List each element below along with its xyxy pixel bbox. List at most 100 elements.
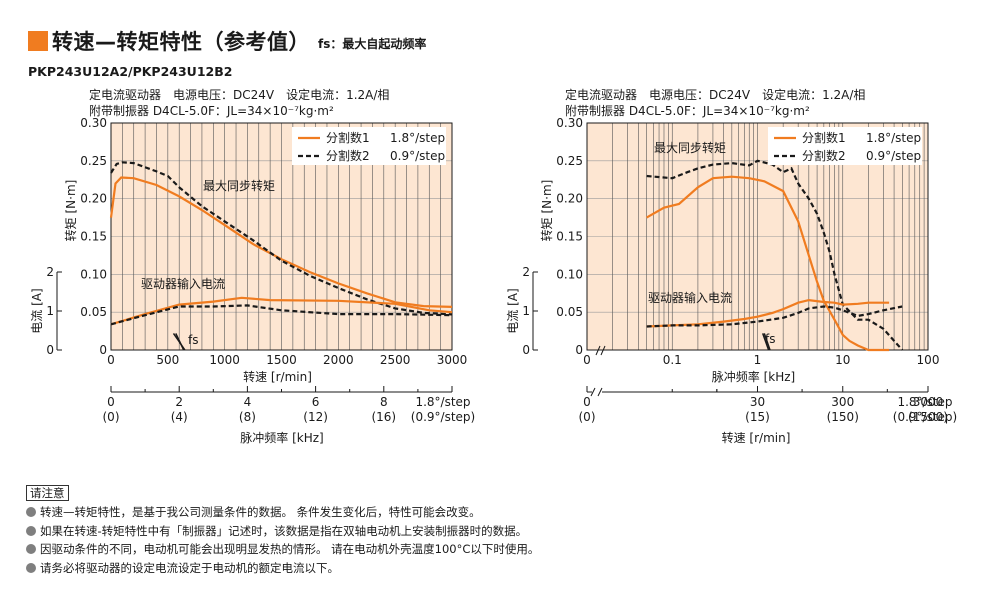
chart1-y-tick-label: 0 bbox=[99, 343, 107, 357]
chart1-x-tick-label: 2500 bbox=[380, 353, 411, 367]
chart2-speed-tick-label-2: (0) bbox=[579, 410, 596, 424]
chart1-y-tick-label: 0.25 bbox=[80, 154, 107, 168]
chart1-y2-label: 电流 [A] bbox=[30, 288, 44, 333]
chart1-freq-label: 脉冲频率 [kHz] bbox=[240, 430, 323, 445]
chart1-freq-tick-label: 8 bbox=[380, 395, 388, 409]
chart2-series-line-current bbox=[646, 298, 890, 328]
chart2-speed-tick-label: 3000 bbox=[913, 395, 944, 409]
notes-title: 请注意 bbox=[26, 485, 69, 501]
chart1-y-tick-label: 0.15 bbox=[80, 230, 107, 244]
bullet-icon bbox=[26, 507, 36, 517]
page-title: 转速—转矩特性（参考值） bbox=[52, 30, 310, 54]
bullet-icon bbox=[26, 562, 36, 573]
chart2-series-line-torque bbox=[646, 159, 904, 351]
chart2-x-tick-label: 1 bbox=[754, 353, 762, 367]
chart1-x-tick-label: 3000 bbox=[437, 353, 468, 367]
chart2-speed-tick-label-2: (1500) bbox=[908, 410, 948, 424]
chart2-series-line-fs bbox=[763, 333, 771, 351]
bullet-icon bbox=[26, 544, 36, 555]
page-subtitle: fs：最大自起动频率 bbox=[318, 36, 427, 51]
note-item: 转速—转矩特性，是基于我公司测量条件的数据。 条件发生变化后，特性可能会改变。 bbox=[26, 503, 539, 522]
chart1-series-line-torque bbox=[110, 161, 453, 316]
chart2-legend-label: 分割数2 bbox=[802, 148, 846, 163]
note-text: 转速—转矩特性，是基于我公司测量条件的数据。 条件发生变化后，特性可能会改变。 bbox=[40, 505, 481, 519]
title-square-icon bbox=[28, 31, 48, 51]
chart2-x-label: 脉冲频率 [kHz] bbox=[712, 369, 795, 384]
chart2-legend-label: 分割数1 bbox=[802, 130, 846, 145]
chart1-x-tick-label: 1000 bbox=[209, 353, 240, 367]
chart2-y-tick-label: 0 bbox=[575, 343, 583, 357]
note-text: 因驱动条件的不同，电动机可能会出现明显发热的情形。 请在电动机外壳温度100°C… bbox=[40, 542, 540, 557]
chart2-condition-1: 定电流驱动器 电源电压：DC24V 设定电流：1.2A/相 bbox=[565, 87, 865, 102]
chart2-annotation-current: 驱动器输入电流 bbox=[648, 290, 732, 305]
note-item: 请务必将驱动器的设定电流设定于电动机的额定电流以下。 bbox=[26, 559, 539, 578]
note-item: 如果在转速-转矩特性中有「制振器」记述时，该数据是指在双轴电动机上安装制振器时的… bbox=[26, 522, 539, 541]
chart1-freq-tick-label-2: (0) bbox=[103, 410, 120, 424]
chart1-y-tick-label: 0.30 bbox=[80, 116, 107, 130]
chart2-speed-end-label: 1.8°/step bbox=[897, 395, 952, 409]
chart2-annotation-fs: fs bbox=[765, 332, 775, 346]
chart1-freq-end-label-2: (0.9°/step) bbox=[411, 410, 475, 424]
chart2-x-tick-label: 0.1 bbox=[663, 353, 682, 367]
chart1-y-label: 转矩 [N·m] bbox=[63, 180, 78, 242]
chart1-condition-2: 附带制振器 D4CL-5.0F：JL=34×10⁻⁷kg·m² bbox=[89, 104, 334, 118]
chart2-annotation-torque: 最大同步转矩 bbox=[654, 140, 726, 155]
chart1-y2-tick-label: 0 bbox=[46, 343, 54, 357]
chart2-speed-axis-break bbox=[590, 387, 603, 397]
chart2-condition-2: 附带制振器 D4CL-5.0F：JL=34×10⁻⁷kg·m² bbox=[565, 104, 810, 118]
chart2-speed-label: 转速 [r/min] bbox=[722, 430, 791, 445]
chart2-y2-tick-label: 0 bbox=[522, 343, 530, 357]
chart1-legend-step: 1.8°/step bbox=[390, 131, 445, 145]
model-number: PKP243U12A2/PKP243U12B2 bbox=[28, 64, 233, 79]
chart2-y-label: 转矩 [N·m] bbox=[539, 180, 554, 242]
chart1-freq-tick-label-2: (8) bbox=[239, 410, 256, 424]
chart2-legend-step: 0.9°/step bbox=[866, 149, 921, 163]
chart1-x-tick-label: 2000 bbox=[323, 353, 354, 367]
chart2-plot-frame bbox=[586, 122, 929, 351]
chart1-y2-tick-label: 1 bbox=[46, 304, 54, 318]
chart1-annotation-torque: 最大同步转矩 bbox=[203, 178, 275, 193]
chart1-x-tick-label: 1500 bbox=[266, 353, 297, 367]
chart1-freq-end-label: 1.8°/step bbox=[415, 395, 470, 409]
chart2-speed-tick-label: 30 bbox=[750, 395, 765, 409]
chart1-x-tick-label: 0 bbox=[107, 353, 115, 367]
notes: 请注意 转速—转矩特性，是基于我公司测量条件的数据。 条件发生变化后，特性可能会… bbox=[26, 484, 539, 577]
chart1-condition-1: 定电流驱动器 电源电压：DC24V 设定电流：1.2A/相 bbox=[89, 87, 389, 102]
chart1-plot-frame bbox=[110, 122, 453, 351]
chart2-y-tick-label: 0.20 bbox=[556, 192, 583, 206]
header: 转速—转矩特性（参考值） fs：最大自起动频率 bbox=[28, 26, 426, 56]
chart2-y-tick-label: 0.05 bbox=[556, 305, 583, 319]
chart1-freq-tick-label: 0 bbox=[107, 395, 115, 409]
note-text: 如果在转速-转矩特性中有「制振器」记述时，该数据是指在双轴电动机上安装制振器时的… bbox=[40, 523, 528, 538]
chart2-speed-tick-label: 0 bbox=[583, 395, 591, 409]
chart1-x-label: 转速 [r/min] bbox=[243, 369, 312, 384]
chart1-freq-tick-label-2: (16) bbox=[371, 410, 396, 424]
chart2-series-line-fs bbox=[761, 333, 770, 351]
chart2-axis-break bbox=[595, 345, 606, 356]
chart2-speed-tick-label: 300 bbox=[831, 395, 854, 409]
chart2-speed-tick-label-2: (150) bbox=[827, 410, 859, 424]
chart2-legend-step: 1.8°/step bbox=[866, 131, 921, 145]
chart1-series-line-torque bbox=[109, 176, 453, 308]
chart1-series-line-current bbox=[110, 304, 453, 326]
chart1-freq-tick-label-2: (12) bbox=[303, 410, 328, 424]
chart1-annotation-fs: fs bbox=[188, 333, 198, 347]
chart2-x-tick-label: 0 bbox=[583, 353, 591, 367]
chart1-legend-label: 分割数2 bbox=[326, 148, 370, 163]
chart2-y2-label: 电流 [A] bbox=[506, 288, 520, 333]
chart2-y2-tick-label: 2 bbox=[522, 265, 530, 279]
chart1-legend-step: 0.9°/step bbox=[390, 149, 445, 163]
chart1-freq-tick-label-2: (4) bbox=[171, 410, 188, 424]
chart2-legend-box bbox=[768, 127, 922, 165]
chart1-legend-label: 分割数1 bbox=[326, 130, 370, 145]
chart2-speed-end-label-2: (0.9°/step) bbox=[893, 410, 957, 424]
chart2-y-tick-label: 0.10 bbox=[556, 267, 583, 281]
chart2-y2-tick-label: 1 bbox=[522, 304, 530, 318]
chart2-y-tick-label: 0.30 bbox=[556, 116, 583, 130]
chart1-freq-tick-label: 4 bbox=[244, 395, 252, 409]
chart1-annotation-current: 驱动器输入电流 bbox=[141, 276, 225, 291]
chart2-y-tick-label: 0.25 bbox=[556, 154, 583, 168]
chart1-x-tick-label: 500 bbox=[156, 353, 179, 367]
